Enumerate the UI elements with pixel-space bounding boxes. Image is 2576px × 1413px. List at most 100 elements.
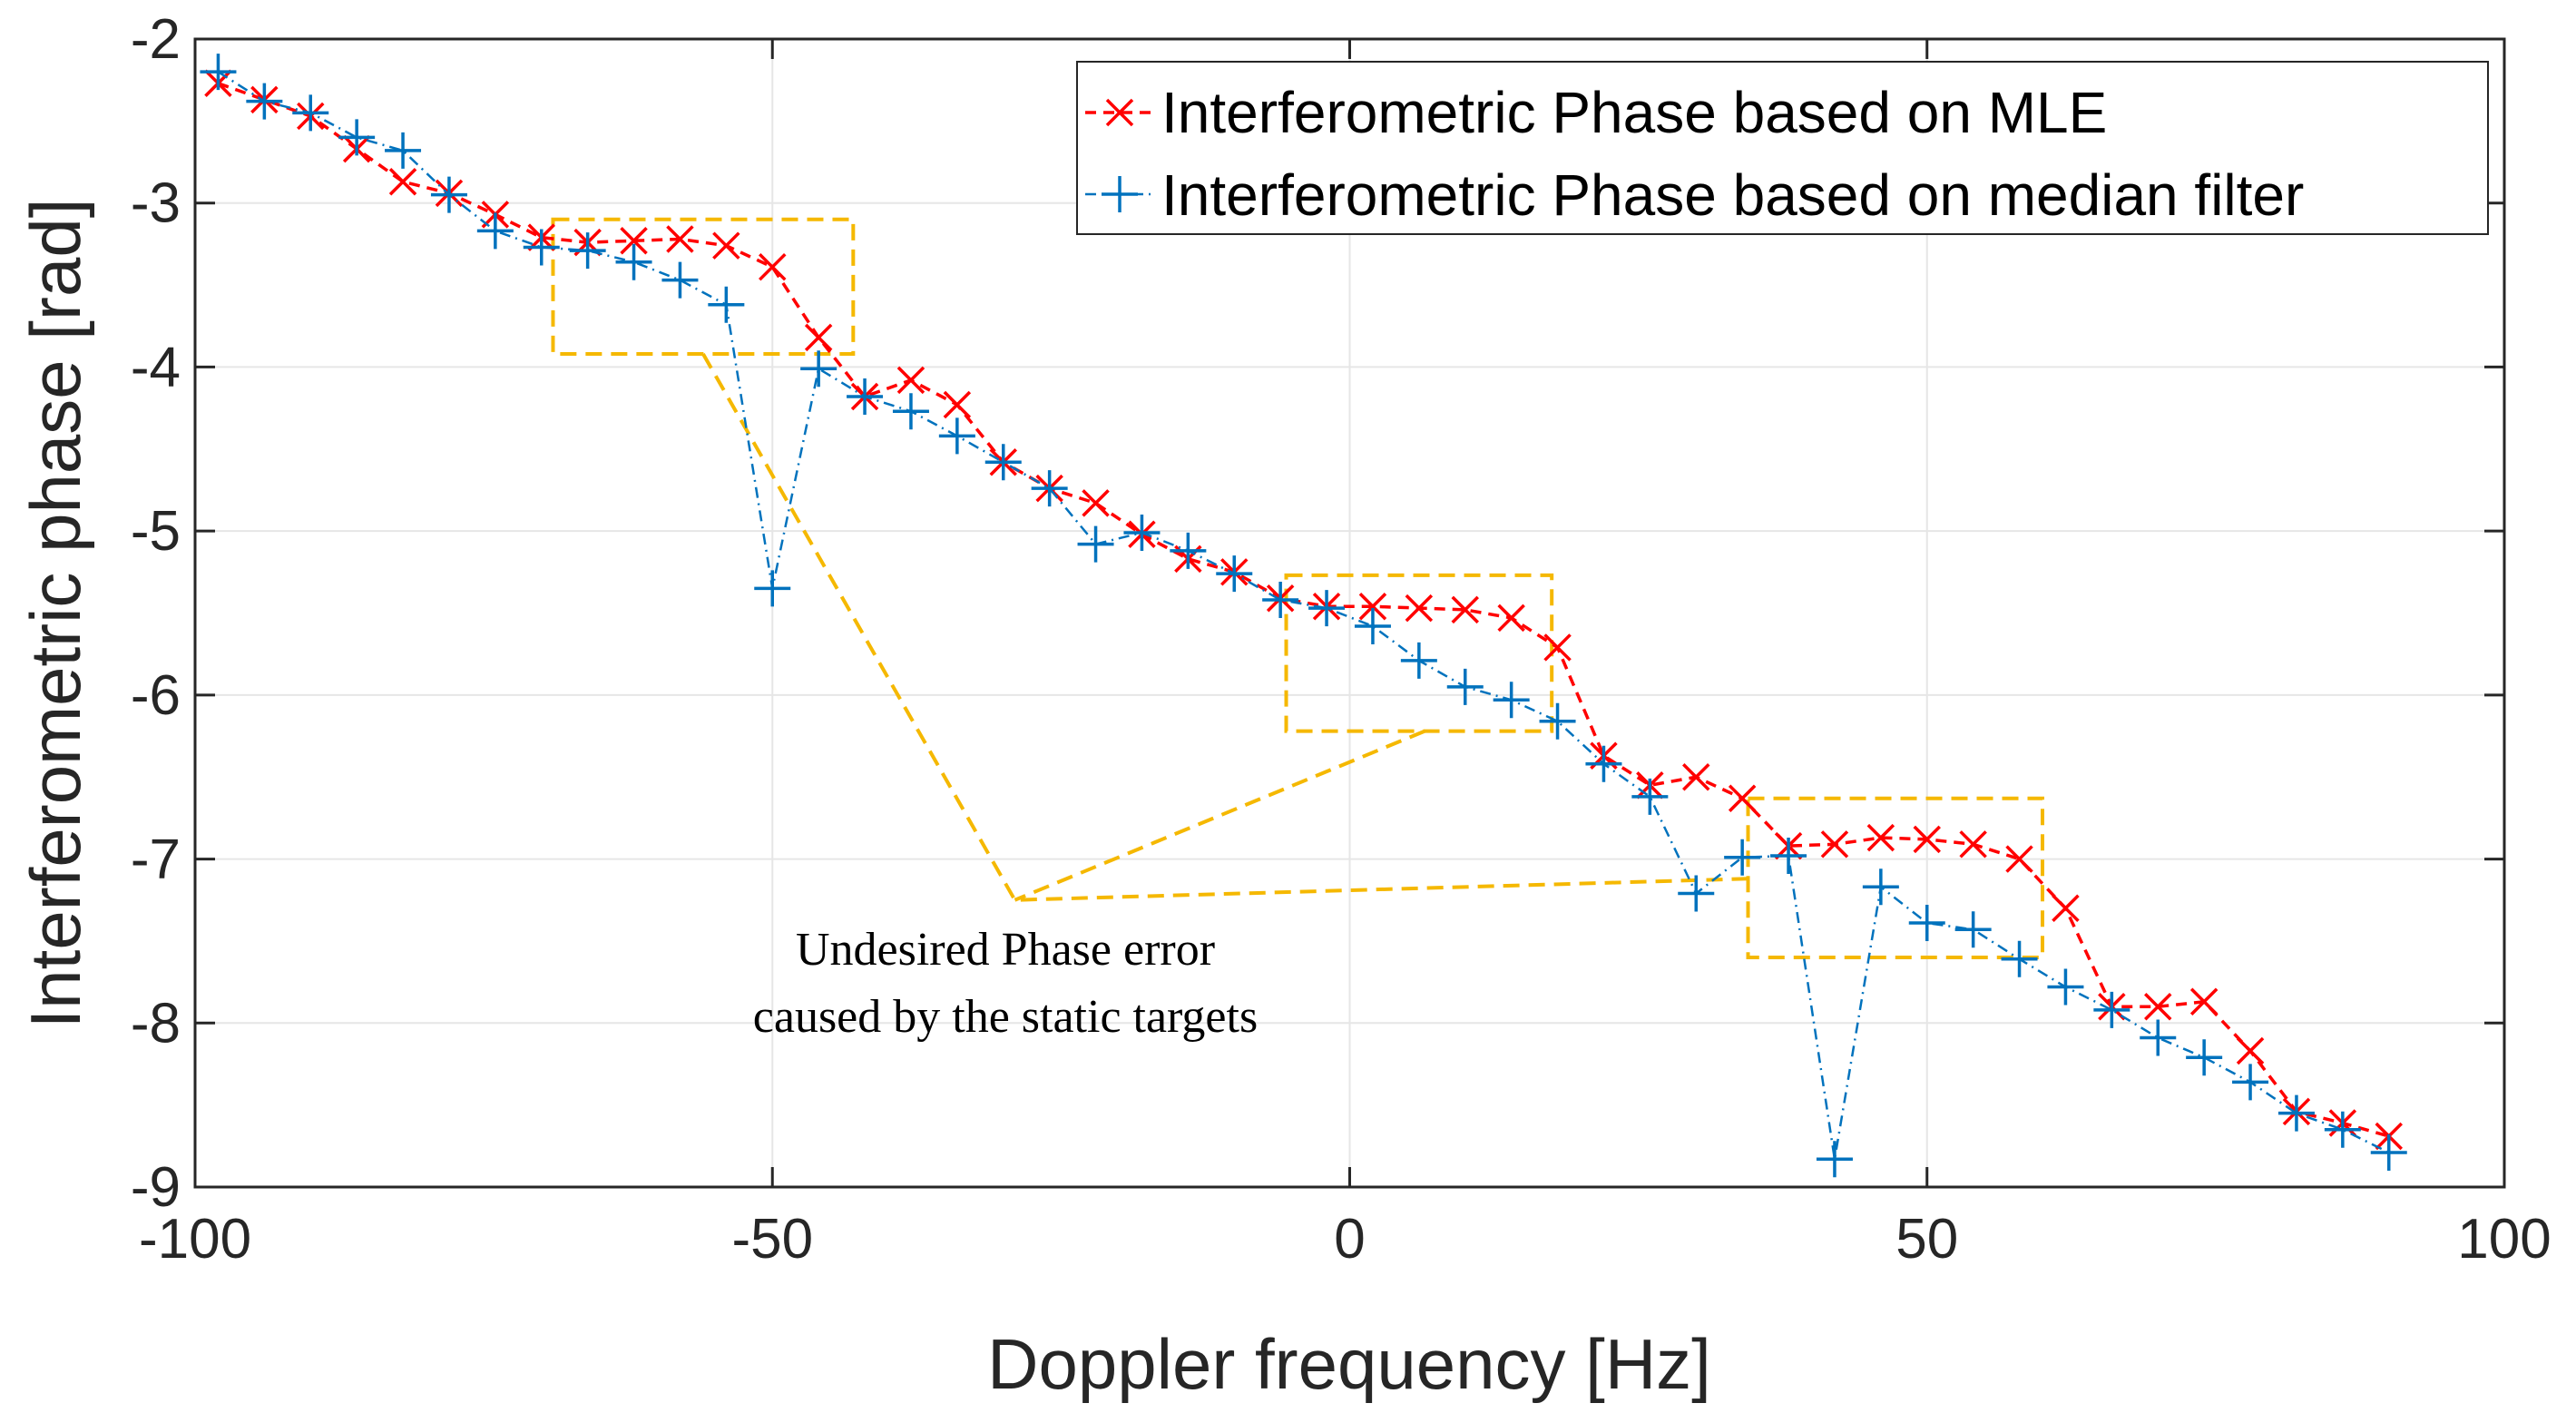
median-filter-data-point bbox=[1308, 590, 1346, 627]
mle-data-point bbox=[804, 323, 833, 352]
mle-data-point bbox=[943, 390, 972, 419]
median-filter-data-point bbox=[338, 119, 376, 156]
median-filter-data-point bbox=[246, 83, 283, 120]
median-filter-data-point bbox=[1354, 607, 1391, 644]
median-filter-data-point bbox=[430, 176, 467, 213]
median-filter-data-point bbox=[523, 229, 560, 266]
legend-samples bbox=[1085, 98, 1154, 212]
median-filter-data-point bbox=[1678, 875, 1715, 912]
legend: Interferometric Phase based on MLE Inter… bbox=[1076, 61, 2489, 235]
median-filter-data-point bbox=[2324, 1111, 2361, 1148]
median-filter-data-point bbox=[1770, 837, 1807, 874]
median-filter-data-point bbox=[1400, 642, 1437, 679]
mle-data-point bbox=[759, 252, 787, 281]
mle-data-point bbox=[2005, 845, 2033, 873]
mle-data-point bbox=[2052, 894, 2080, 923]
x-tick-label: -100 bbox=[139, 1208, 251, 1271]
median-filter-data-point bbox=[892, 393, 929, 430]
mle-data-point bbox=[1913, 825, 1941, 854]
series-group bbox=[200, 54, 2407, 1178]
median-filter-data-point bbox=[1493, 682, 1530, 719]
annotation-box bbox=[551, 217, 856, 356]
y-tick-label: -8 bbox=[131, 992, 181, 1055]
median-filter-data-point bbox=[2232, 1064, 2269, 1101]
mle-data-point bbox=[2236, 1036, 2265, 1065]
y-tick-label: -3 bbox=[131, 172, 181, 235]
x-tick-label: -50 bbox=[731, 1208, 813, 1271]
series-median-filter bbox=[200, 54, 2407, 1178]
y-tick-label: -6 bbox=[131, 664, 181, 727]
median-filter-data-point bbox=[1954, 911, 1992, 948]
median-filter-data-point bbox=[754, 570, 791, 607]
mle-data-point bbox=[2189, 987, 2218, 1016]
legend-marker-median bbox=[1102, 176, 1138, 212]
median-filter-data-point bbox=[1446, 668, 1484, 705]
median-filter-data-point bbox=[708, 286, 745, 323]
x-tick-label: 100 bbox=[2457, 1208, 2551, 1271]
mle-data-point bbox=[1820, 830, 1849, 859]
x-tick-label: 0 bbox=[1334, 1208, 1365, 1271]
mle-data-point bbox=[1959, 830, 1987, 859]
median-filter-data-point bbox=[292, 94, 329, 132]
median-filter-data-point bbox=[1170, 532, 1207, 569]
median-filter-data-point bbox=[1077, 525, 1114, 563]
legend-box bbox=[1076, 61, 2489, 235]
median-filter-data-point bbox=[2001, 940, 2038, 977]
y-tick-label: -7 bbox=[131, 829, 181, 891]
median-filter-data-point bbox=[1216, 555, 1253, 593]
annotation-pointer-line bbox=[1014, 729, 1425, 902]
median-filter-data-point bbox=[1585, 745, 1622, 782]
mle-data-point bbox=[1082, 489, 1110, 517]
median-filter-data-point bbox=[385, 132, 422, 169]
y-tick-label: -2 bbox=[131, 8, 181, 71]
median-filter-data-point bbox=[984, 444, 1022, 481]
mle-data-point bbox=[1728, 784, 1757, 812]
median-filter-data-point bbox=[1816, 1141, 1853, 1178]
median-filter-data-point bbox=[2047, 968, 2084, 1006]
y-tick-label: -5 bbox=[131, 500, 181, 563]
median-filter-data-point bbox=[1539, 702, 1576, 740]
median-filter-data-point bbox=[2277, 1094, 2315, 1132]
mle-data-point bbox=[712, 231, 740, 260]
mle-data-point bbox=[388, 167, 417, 196]
median-filter-data-point bbox=[1031, 470, 1068, 507]
mle-data-point bbox=[1682, 762, 1710, 791]
mle-data-point bbox=[2144, 992, 2172, 1021]
mle-data-point bbox=[896, 366, 926, 395]
legend-label-median: Interferometric Phase based on median fi… bbox=[1161, 162, 2304, 228]
mle-data-point bbox=[1866, 823, 1895, 852]
mle-data-point bbox=[1358, 593, 1387, 621]
legend-label-mle: Interferometric Phase based on MLE bbox=[1161, 80, 2107, 145]
median-filter-series-line bbox=[217, 71, 2390, 1160]
median-filter-data-point bbox=[1908, 905, 1945, 942]
median-filter-data-point bbox=[661, 261, 699, 299]
axis-ticks: -100 -50 0 50 100 -2 -3 -4 -5 -6 -7 -8 -9 bbox=[131, 8, 2552, 1271]
annotation-line-1: Undesired Phase error bbox=[796, 924, 1215, 976]
median-filter-data-point bbox=[2093, 991, 2130, 1028]
mle-data-point bbox=[666, 225, 694, 253]
annotation-line-2: caused by the static targets bbox=[753, 991, 1258, 1043]
median-filter-data-point bbox=[200, 54, 237, 91]
median-filter-data-point bbox=[2140, 1019, 2177, 1056]
median-filter-data-point bbox=[800, 350, 837, 388]
mle-data-point bbox=[620, 227, 648, 255]
median-filter-data-point bbox=[615, 243, 652, 280]
mle-data-point bbox=[1451, 595, 1479, 624]
median-filter-data-point bbox=[938, 417, 975, 455]
annotation-pointer-line bbox=[1014, 877, 1748, 902]
median-filter-data-point bbox=[1262, 582, 1299, 619]
median-filter-data-point bbox=[2186, 1039, 2223, 1076]
median-filter-data-point bbox=[1631, 778, 1669, 815]
mle-data-point bbox=[1543, 633, 1572, 662]
median-filter-data-point bbox=[847, 378, 884, 415]
x-tick-label: 50 bbox=[1895, 1208, 1958, 1271]
median-filter-data-point bbox=[569, 232, 606, 270]
y-tick-label: -9 bbox=[131, 1156, 181, 1219]
median-filter-data-point bbox=[1123, 514, 1161, 551]
median-filter-data-point bbox=[2370, 1134, 2407, 1172]
legend-marker-mle bbox=[1105, 98, 1134, 127]
median-filter-data-point bbox=[1724, 839, 1761, 876]
annotation-pointer-line bbox=[701, 352, 1017, 901]
median-filter-data-point bbox=[1862, 868, 1899, 906]
